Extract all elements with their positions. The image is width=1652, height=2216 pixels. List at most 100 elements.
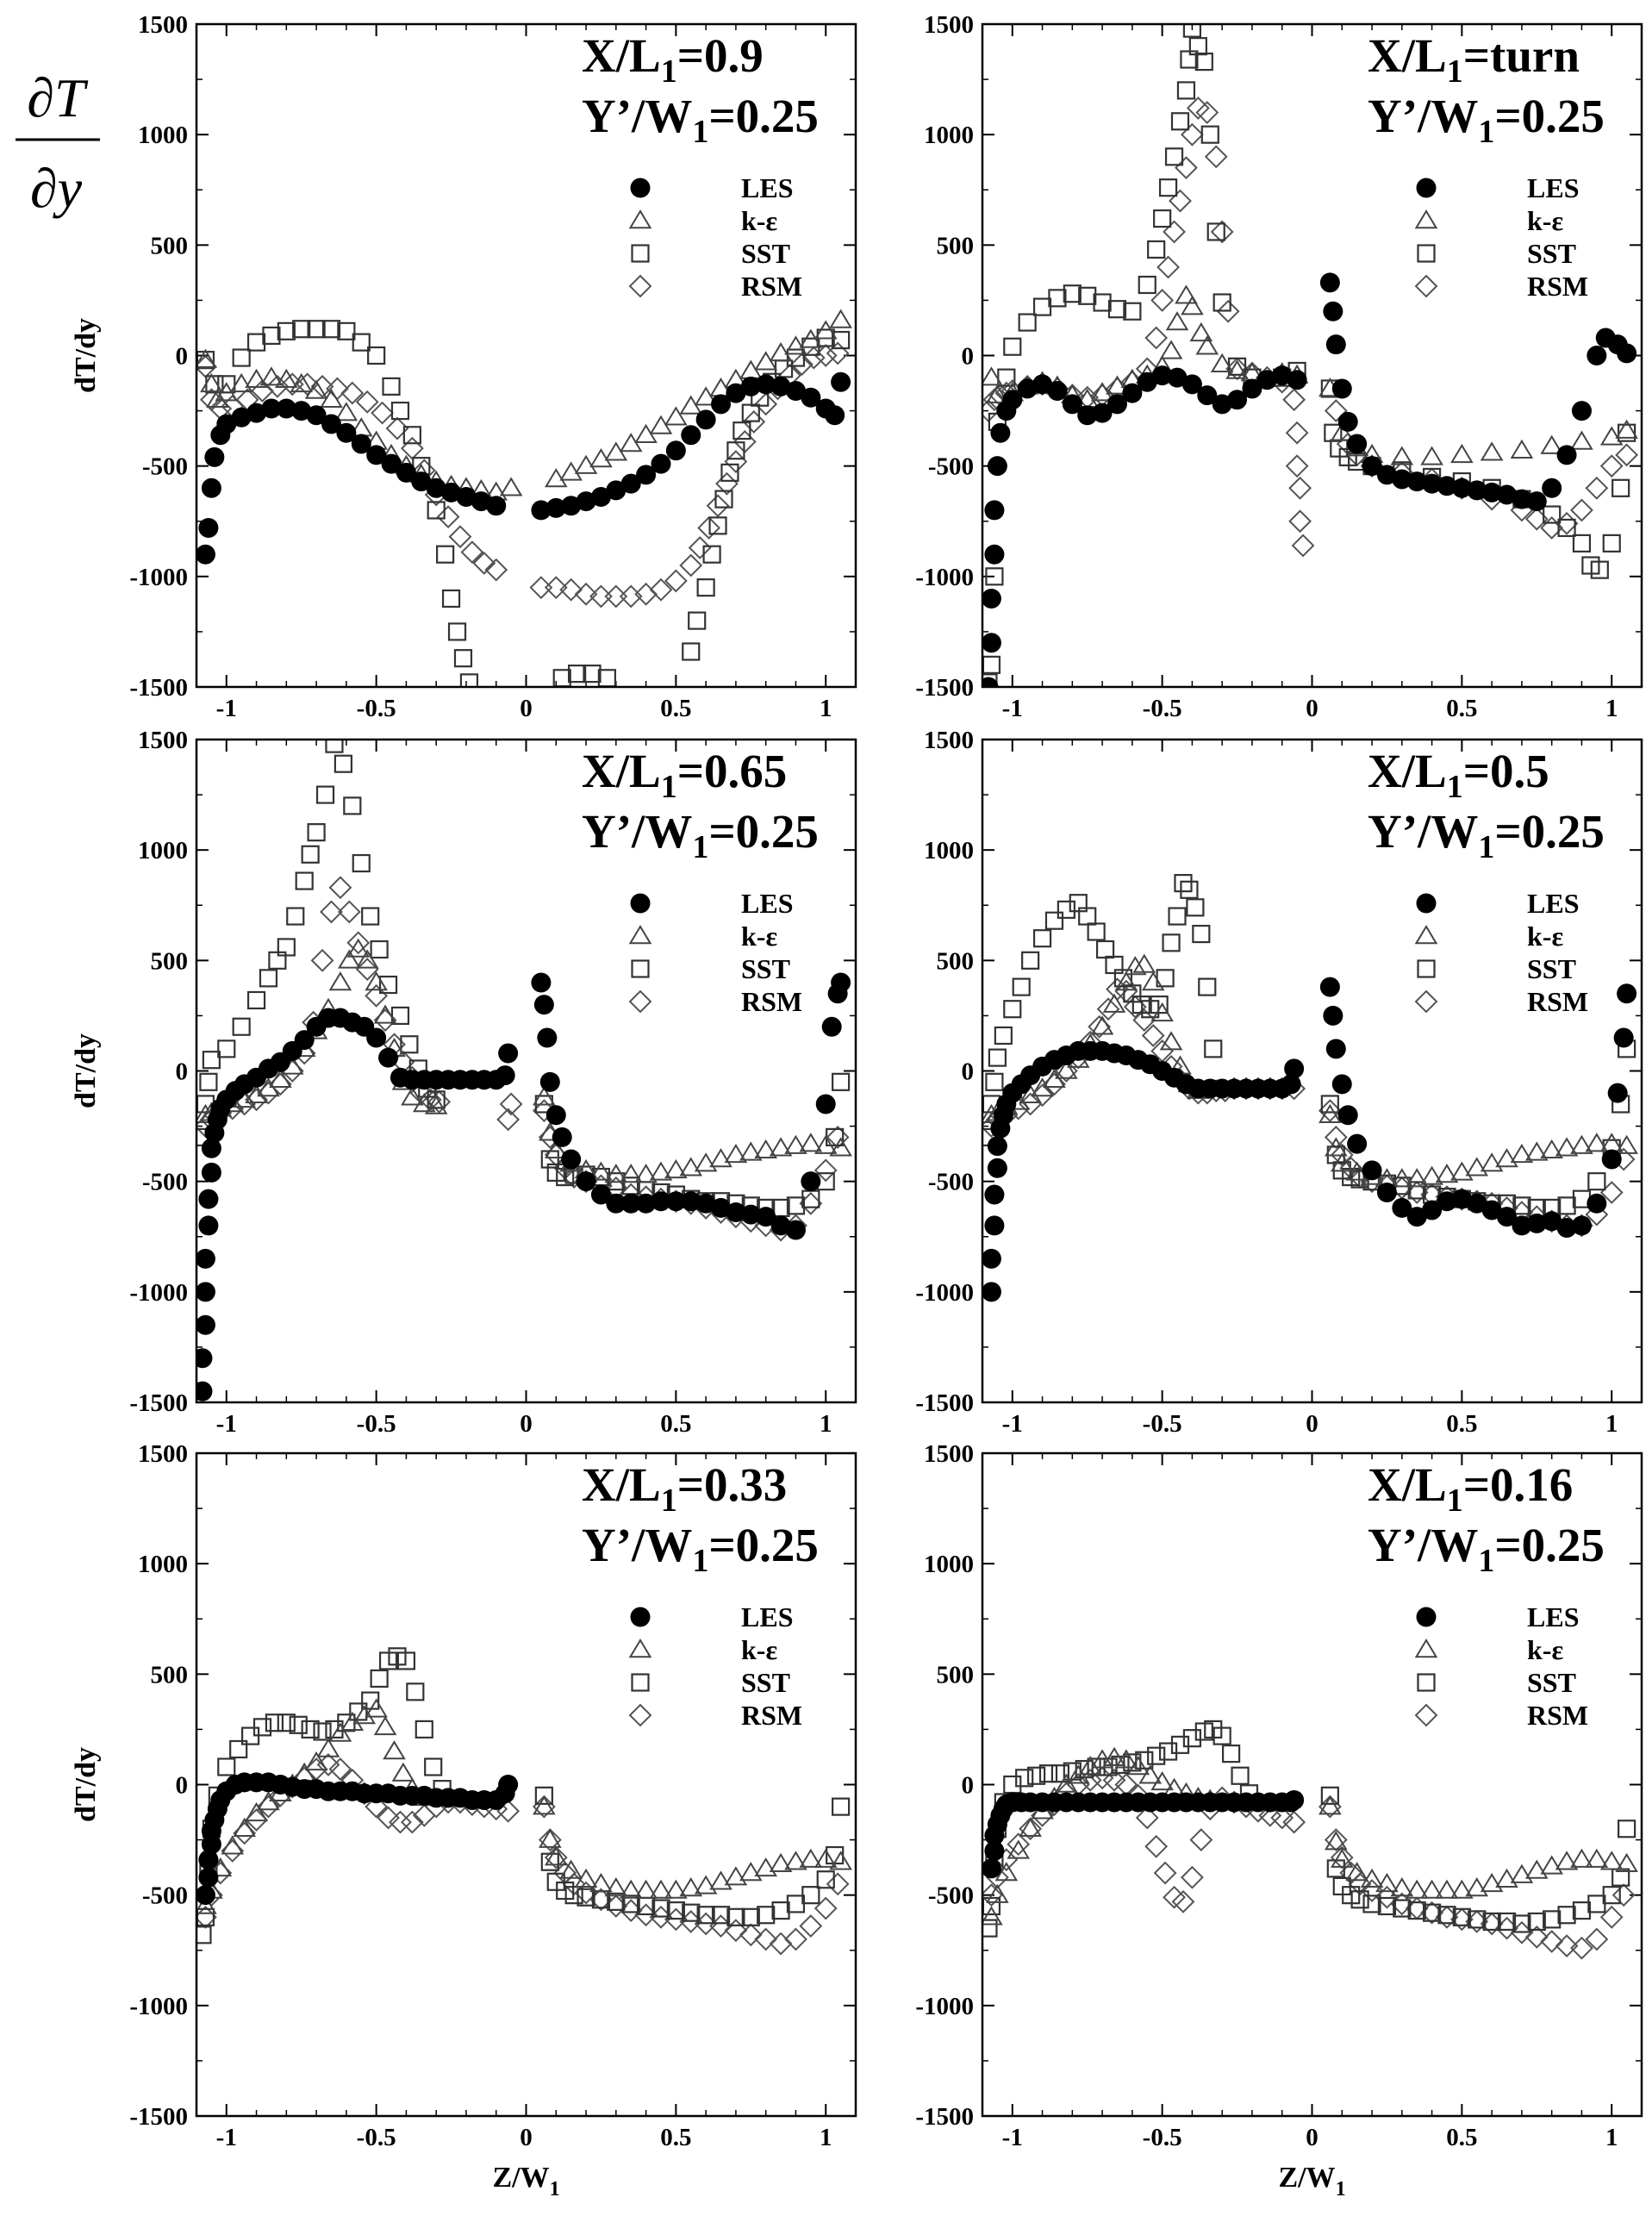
data-point-diamond xyxy=(328,1757,352,1781)
y-tick-label: -1000 xyxy=(129,564,188,591)
data-point-circle xyxy=(294,1030,315,1051)
data-point-triangle xyxy=(346,938,371,958)
data-point-square xyxy=(997,368,1016,387)
data-point-circle xyxy=(1617,343,1637,364)
data-point-diamond xyxy=(826,1872,850,1896)
x-tick-label: 0 xyxy=(520,695,533,722)
data-point-square xyxy=(1213,1726,1231,1745)
data-point-square xyxy=(1497,1912,1517,1932)
data-point-square xyxy=(1150,995,1169,1014)
data-point-circle xyxy=(1137,371,1157,392)
data-point-triangle xyxy=(1019,1817,1042,1838)
data-point-square xyxy=(832,1797,851,1816)
data-point-circle xyxy=(1325,334,1346,355)
data-point-triangle xyxy=(724,1143,748,1164)
y-tick-label: 0 xyxy=(176,1058,189,1086)
data-point-circle xyxy=(982,1858,1001,1879)
data-point-square xyxy=(1158,1742,1178,1761)
data-point-diamond xyxy=(1570,498,1593,522)
data-point-diamond xyxy=(706,494,730,518)
data-point-triangle xyxy=(1555,1851,1579,1870)
legend-marker-diamond xyxy=(628,989,652,1014)
data-point-square xyxy=(714,490,733,509)
data-point-square xyxy=(597,669,616,687)
legend-label: LES xyxy=(1527,1601,1579,1632)
data-point-circle xyxy=(231,407,252,428)
data-point-circle xyxy=(984,1840,1005,1861)
data-point-circle xyxy=(537,1027,558,1048)
data-point-square xyxy=(732,421,751,440)
x-tick-label: -1 xyxy=(216,695,237,722)
data-point-diamond xyxy=(664,569,688,593)
data-point-circle xyxy=(1512,1215,1532,1236)
data-point-triangle xyxy=(1615,1852,1638,1873)
series-circle xyxy=(196,1772,519,1906)
legend-label: SST xyxy=(1527,238,1576,269)
data-point-triangle xyxy=(814,320,838,340)
data-point-triangle xyxy=(1114,971,1138,991)
data-point-square xyxy=(832,330,851,350)
data-point-circle xyxy=(1331,1074,1352,1095)
chart-panel-top-left: -1 -0.5 0 0.5 1 1500 1000 500 0 -500 -1000 -1500 dT/… xyxy=(70,11,857,722)
data-point-square xyxy=(1590,560,1609,579)
data-point-square xyxy=(1003,1775,1022,1795)
data-point-circle xyxy=(531,500,552,521)
data-point-triangle xyxy=(1159,340,1183,359)
data-point-triangle xyxy=(1480,441,1504,461)
data-point-triangle xyxy=(829,1851,852,1870)
data-point-circle xyxy=(1451,478,1472,498)
data-point-circle xyxy=(396,462,416,483)
data-point-square xyxy=(252,1718,272,1737)
data-point-circle xyxy=(306,405,327,426)
data-point-square xyxy=(1213,293,1231,312)
data-point-diamond xyxy=(1585,476,1609,500)
data-point-circle xyxy=(982,1248,1001,1269)
plot-frame xyxy=(195,22,857,689)
data-point-square xyxy=(202,1051,221,1070)
legend-label: RSM xyxy=(741,986,802,1017)
data-point-diamond xyxy=(769,1932,793,1956)
data-point-triangle xyxy=(1102,993,1126,1013)
legend-marker-circle xyxy=(1416,893,1437,914)
y-tick-label: 1000 xyxy=(924,122,974,149)
data-point-circle xyxy=(1526,1213,1547,1233)
y-tick-label: -1000 xyxy=(915,1993,974,2020)
data-point-square xyxy=(217,1757,236,1776)
data-point-triangle xyxy=(1420,1879,1443,1899)
data-point-triangle xyxy=(1450,1879,1474,1899)
data-point-circle xyxy=(1212,394,1232,415)
data-point-triangle xyxy=(352,1705,377,1725)
data-point-square xyxy=(720,463,739,482)
data-point-triangle xyxy=(1124,956,1147,976)
y-tick-label: -500 xyxy=(142,453,188,481)
y-tick-label: 1500 xyxy=(924,727,974,754)
series-circle xyxy=(982,1789,1305,1879)
data-point-square xyxy=(390,401,410,421)
data-point-triangle xyxy=(1114,1749,1138,1769)
data-point-triangle xyxy=(1540,1855,1563,1875)
data-point-square xyxy=(447,622,467,641)
data-point-triangle xyxy=(829,1137,852,1157)
data-point-triangle xyxy=(724,1866,748,1886)
data-point-square xyxy=(1078,286,1097,305)
series-triangle xyxy=(982,284,1638,465)
data-point-triangle xyxy=(221,1835,245,1855)
y-tick-label: -500 xyxy=(928,1169,974,1196)
data-point-square xyxy=(1050,1764,1070,1783)
data-point-circle xyxy=(196,544,215,565)
data-point-diamond xyxy=(559,577,583,602)
data-point-circle xyxy=(411,471,432,492)
y-tick-label: 1000 xyxy=(924,837,974,865)
data-point-triangle xyxy=(1126,1756,1150,1776)
data-point-circle xyxy=(1601,1149,1622,1170)
data-point-diamond xyxy=(400,1810,424,1834)
data-point-circle xyxy=(740,1204,761,1225)
data-point-square xyxy=(1200,125,1219,144)
y-tick-label: 1500 xyxy=(924,11,974,39)
data-point-circle xyxy=(1281,1074,1301,1095)
data-point-circle xyxy=(681,1191,701,1212)
data-point-square xyxy=(307,823,326,842)
data-point-diamond xyxy=(789,353,814,377)
legend-label: k-ε xyxy=(1527,921,1563,952)
